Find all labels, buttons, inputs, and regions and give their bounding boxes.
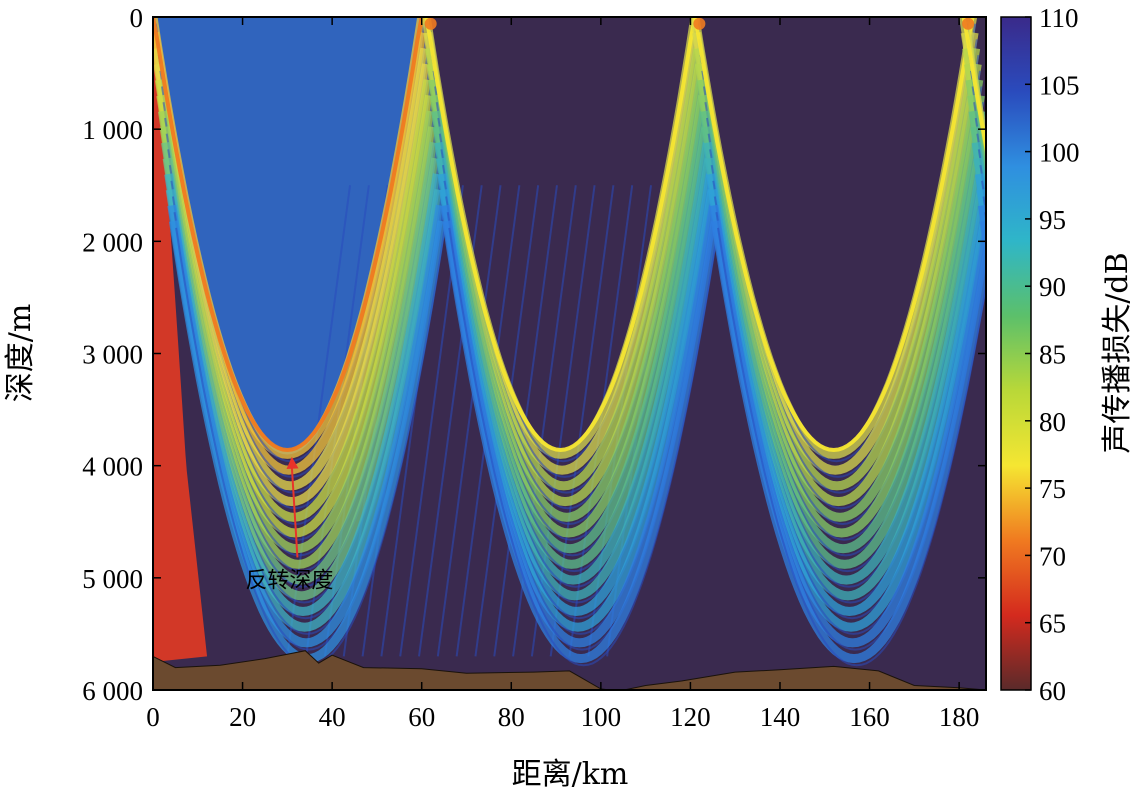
annotation-arrow [290, 466, 299, 558]
colorbar-tick-label: 85 [1039, 340, 1066, 370]
x-tick-label: 0 [146, 702, 160, 732]
colorbar: 60 65 70 75 80 85 90 95 100 105 110 声传播损失/dB [1000, 3, 1135, 706]
cz-band-gap [448, 227, 719, 667]
cz-band-gap [717, 227, 986, 667]
colorbar-tick-label: 110 [1039, 3, 1079, 33]
cz-band [442, 220, 720, 664]
x-axis-label: 距离/km [512, 757, 629, 792]
y-tick-label: 1 000 [82, 115, 143, 145]
colorbar-tick-label: 80 [1039, 407, 1066, 437]
colorbar-ticks: 60 65 70 75 80 85 90 95 100 105 110 [1025, 3, 1080, 706]
x-tick-label: 180 [939, 702, 980, 732]
cz-surface-focus [693, 17, 706, 30]
colorbar-tick-label: 95 [1039, 205, 1066, 235]
x-tick-label: 60 [408, 702, 435, 732]
plot-area [152, 16, 987, 691]
y-tick-label: 4 000 [82, 452, 143, 482]
annotation-text: 反转深度 [245, 568, 333, 593]
x-axis: 0 20 40 60 80 100 120 140 160 180 [146, 17, 979, 732]
turning-depth-annotation: 反转深度 [245, 456, 333, 593]
annotation-arrowhead [286, 456, 299, 470]
colorbar-tick-label: 70 [1039, 541, 1066, 571]
x-tick-label: 40 [319, 702, 346, 732]
cz-surface-focus [962, 17, 975, 30]
colorbar-tick-label: 90 [1039, 272, 1066, 302]
colorbar-tick-label: 100 [1039, 138, 1080, 168]
colorbar-tick-label: 75 [1039, 474, 1066, 504]
y-tick-label: 6 000 [82, 676, 143, 706]
x-tick-label: 20 [229, 702, 256, 732]
seabed [153, 650, 986, 690]
colorbar-tick-label: 105 [1039, 70, 1080, 100]
cz-caustic [424, 17, 697, 453]
colorbar-tick-label: 65 [1039, 609, 1066, 639]
x-tick-label: 120 [670, 702, 711, 732]
cz-caustic [692, 17, 975, 453]
colorbar-tick-label: 60 [1039, 676, 1066, 706]
transmission-loss-field [153, 17, 986, 667]
cz-surface-focus [424, 17, 437, 30]
y-tick-label: 5 000 [82, 564, 143, 594]
x-tick-label: 80 [498, 702, 525, 732]
cz-band [710, 220, 986, 664]
cz-caustic [153, 17, 424, 453]
bottom-bounce-streak [436, 185, 502, 657]
x-tick-label: 160 [849, 702, 890, 732]
y-tick-label: 3 000 [82, 340, 143, 370]
colorbar-label: 声传播损失/dB [1100, 252, 1135, 453]
y-axis: 0 1 000 2 000 3 000 4 000 5 000 6 000 [82, 3, 986, 706]
x-tick-label: 100 [581, 702, 622, 732]
x-tick-label: 140 [760, 702, 801, 732]
y-tick-label: 2 000 [82, 227, 143, 257]
y-axis-label: 深度/m [3, 304, 38, 403]
y-tick-label: 0 [130, 3, 144, 33]
